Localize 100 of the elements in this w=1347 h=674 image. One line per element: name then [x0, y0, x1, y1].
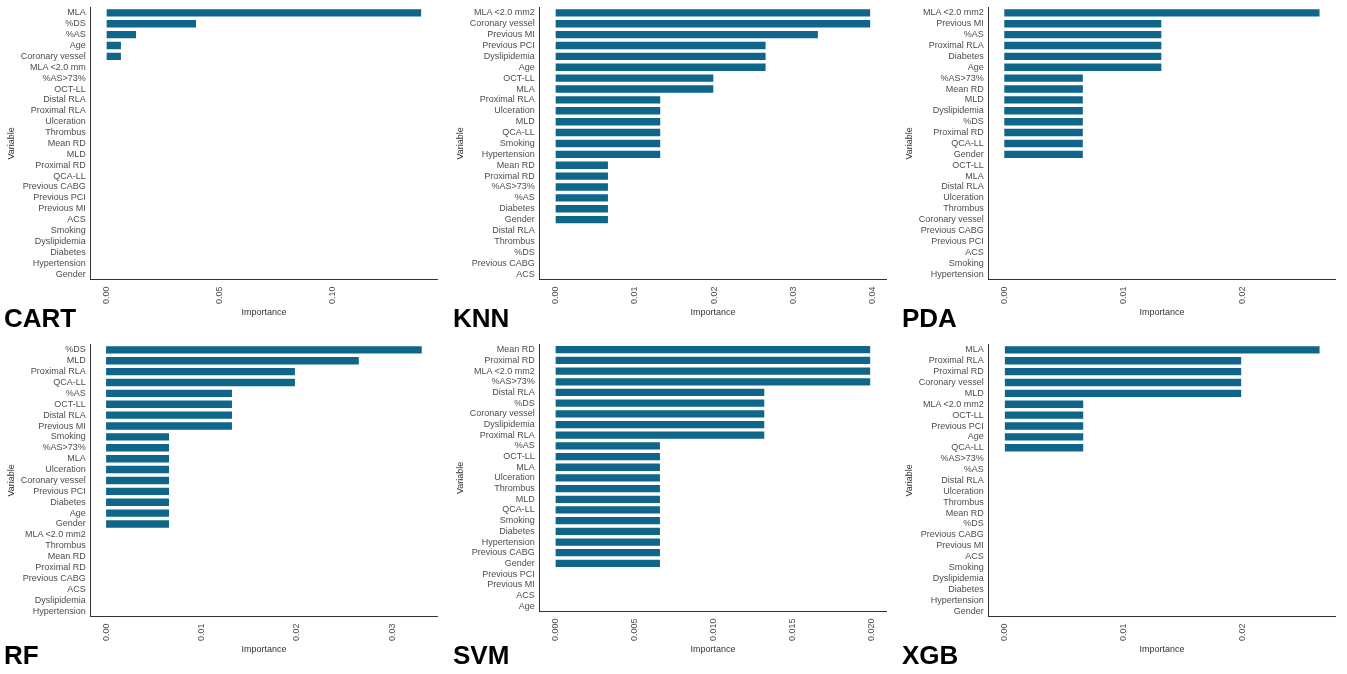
- bar: [106, 52, 121, 61]
- y-tick-label: Dyslipidemia: [483, 50, 535, 61]
- y-axis-title: Variable: [5, 464, 16, 497]
- bar: [555, 205, 608, 213]
- y-tick-label: MLA: [67, 453, 86, 464]
- bar: [1004, 117, 1083, 126]
- x-tick-label: 0.005: [629, 618, 640, 642]
- bar: [555, 517, 660, 525]
- y-tick-label: Previous CABG: [471, 547, 535, 558]
- y-tick-label: Diabetes: [50, 496, 87, 507]
- bar: [555, 346, 871, 354]
- y-tick-label: Age: [518, 600, 535, 611]
- y-tick-label: Thrombus: [943, 496, 985, 507]
- y-tick-label: QCA-LL: [53, 376, 86, 387]
- y-tick-label: Mean RD: [945, 507, 985, 518]
- y-tick-label: MLD: [964, 387, 985, 398]
- y-tick-label: %AS>73%: [491, 181, 535, 192]
- bar: [555, 183, 608, 191]
- y-tick-label: ACS: [965, 246, 984, 257]
- y-tick-label: Thrombus: [45, 540, 87, 551]
- y-tick-label: MLA: [965, 344, 984, 355]
- bar: [106, 520, 170, 528]
- y-tick-label: Mean RD: [945, 83, 985, 94]
- y-tick-label: Age: [967, 61, 984, 72]
- y-tick-label: OCT-LL: [54, 83, 86, 94]
- bar: [555, 474, 660, 482]
- bar: [555, 172, 608, 180]
- y-tick-label: MLD: [515, 493, 536, 504]
- bar: [555, 431, 765, 439]
- y-tick-label: MLA <2.0 mm2: [923, 398, 984, 409]
- bar: [555, 20, 871, 28]
- y-tick-label: MLA <2.0 mm: [30, 61, 86, 72]
- y-tick-label: Smoking: [499, 515, 535, 526]
- bar: [1004, 389, 1242, 398]
- bar: [106, 400, 232, 408]
- bar: [1004, 346, 1320, 354]
- y-axis-title: Variable: [903, 464, 914, 497]
- bar: [106, 444, 170, 452]
- bar: [106, 476, 170, 485]
- y-tick-label: Previous CABG: [22, 181, 86, 192]
- y-tick-label: MLA: [516, 83, 535, 94]
- y-tick-label: Dyslipidemia: [932, 572, 984, 583]
- x-tick-label: 0.03: [787, 286, 798, 305]
- y-tick-label: %AS>73%: [42, 442, 86, 453]
- y-tick-label: %AS: [65, 29, 86, 40]
- x-tick-label: 0.00: [998, 286, 1009, 305]
- bar: [106, 357, 359, 365]
- bar: [106, 20, 197, 28]
- x-tick-label: 0.00: [550, 286, 561, 305]
- bar: [1004, 85, 1083, 93]
- y-tick-label: Ulceration: [45, 116, 86, 127]
- y-tick-label: MLA: [965, 170, 984, 181]
- y-tick-label: Distal RLA: [941, 474, 984, 485]
- bar: [555, 63, 766, 71]
- bar: [555, 378, 871, 386]
- text: RF: [4, 639, 39, 670]
- y-tick-label: Coronary vessel: [918, 376, 984, 387]
- bar: [555, 52, 766, 61]
- y-tick-label: Previous PCI: [482, 39, 535, 50]
- bar: [555, 410, 765, 418]
- bar: [106, 411, 232, 419]
- y-tick-label: Previous PCI: [931, 420, 984, 431]
- y-tick-label: Distal RLA: [43, 409, 86, 420]
- y-tick-label: ACS: [965, 551, 984, 562]
- y-tick-label: MLD: [66, 148, 87, 159]
- bar: [1004, 422, 1084, 430]
- bar: [106, 422, 232, 430]
- bar: [106, 389, 232, 398]
- y-tick-label: Proximal RLA: [479, 94, 535, 105]
- y-tick-label: MLA <2.0 mm2: [474, 7, 535, 18]
- y-tick-label: Ulceration: [494, 472, 535, 483]
- y-tick-label: MLD: [66, 355, 87, 366]
- y-tick-label: Proximal RLA: [30, 105, 86, 116]
- bar: [555, 96, 661, 104]
- bar: [1004, 9, 1320, 17]
- y-tick-label: Previous MI: [936, 18, 984, 29]
- bar: [1004, 107, 1083, 115]
- y-tick-label: Proximal RD: [933, 127, 985, 138]
- y-tick-label: Mean RD: [496, 159, 536, 170]
- y-tick-label: Previous PCI: [33, 192, 86, 203]
- bar: [555, 194, 608, 202]
- y-tick-label: Distal RLA: [492, 224, 535, 235]
- y-tick-label: %AS: [514, 440, 535, 451]
- text: KNN: [453, 302, 510, 333]
- bar: [555, 30, 818, 39]
- bar: [555, 399, 765, 407]
- y-axis-title: Variable: [454, 461, 465, 495]
- y-tick-label: MLD: [515, 116, 536, 127]
- x-tick-label: 0.02: [1236, 286, 1247, 305]
- bar: [106, 509, 170, 517]
- x-tick-label: 0.02: [708, 286, 719, 305]
- bar: [1004, 444, 1084, 452]
- bar: [555, 442, 660, 450]
- x-tick-label: 0.010: [708, 618, 719, 642]
- y-tick-label: Gender: [953, 148, 984, 159]
- y-tick-label: Previous PCI: [482, 568, 535, 579]
- bar: [1004, 411, 1084, 419]
- x-tick-label: 0.01: [629, 286, 640, 305]
- y-tick-label: Previous MI: [487, 29, 535, 40]
- y-tick-label: Hypertension: [32, 257, 86, 268]
